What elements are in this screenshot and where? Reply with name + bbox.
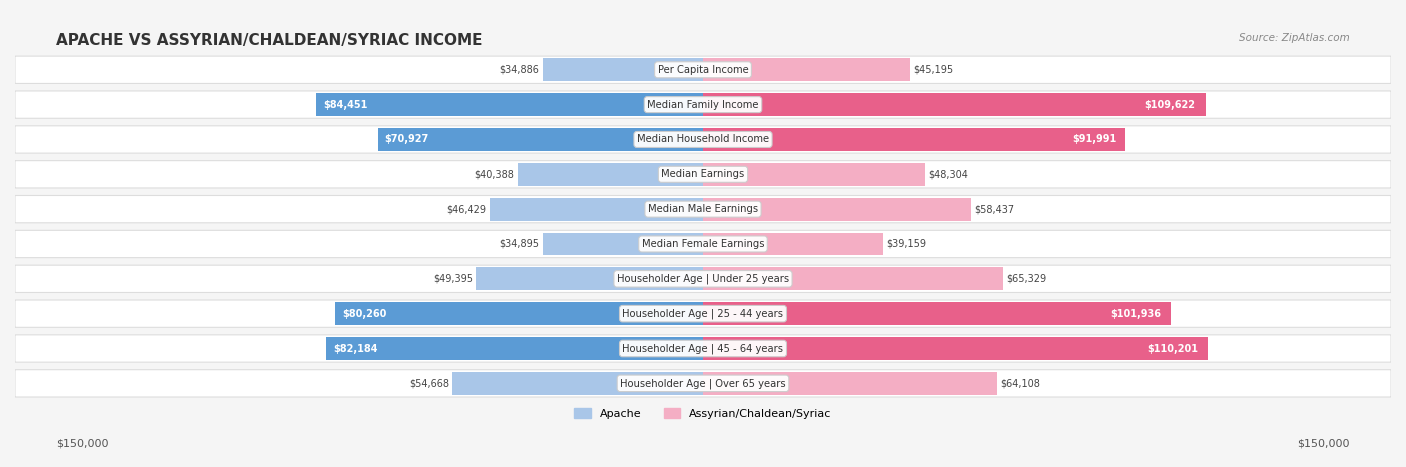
Text: $109,622: $109,622	[1144, 99, 1195, 110]
FancyBboxPatch shape	[703, 372, 997, 395]
FancyBboxPatch shape	[703, 198, 972, 220]
Text: $39,159: $39,159	[886, 239, 927, 249]
Text: Median Earnings: Median Earnings	[661, 170, 745, 179]
FancyBboxPatch shape	[326, 337, 703, 360]
Text: Median Male Earnings: Median Male Earnings	[648, 204, 758, 214]
Text: Per Capita Income: Per Capita Income	[658, 65, 748, 75]
Text: Median Household Income: Median Household Income	[637, 134, 769, 144]
FancyBboxPatch shape	[15, 335, 1391, 362]
FancyBboxPatch shape	[703, 93, 1206, 116]
Text: $91,991: $91,991	[1073, 134, 1116, 144]
FancyBboxPatch shape	[477, 268, 703, 290]
Legend: Apache, Assyrian/Chaldean/Syriac: Apache, Assyrian/Chaldean/Syriac	[569, 403, 837, 423]
FancyBboxPatch shape	[543, 58, 703, 81]
Text: $46,429: $46,429	[447, 204, 486, 214]
Text: $82,184: $82,184	[333, 344, 378, 354]
FancyBboxPatch shape	[543, 233, 703, 255]
Text: $150,000: $150,000	[1298, 439, 1350, 448]
Text: $54,668: $54,668	[409, 378, 449, 389]
Text: Householder Age | 25 - 44 years: Householder Age | 25 - 44 years	[623, 308, 783, 319]
Text: $70,927: $70,927	[384, 134, 429, 144]
FancyBboxPatch shape	[453, 372, 703, 395]
Text: Householder Age | Over 65 years: Householder Age | Over 65 years	[620, 378, 786, 389]
FancyBboxPatch shape	[15, 265, 1391, 292]
FancyBboxPatch shape	[703, 128, 1125, 151]
Text: $64,108: $64,108	[1001, 378, 1040, 389]
Text: Householder Age | 45 - 64 years: Householder Age | 45 - 64 years	[623, 343, 783, 354]
Text: $101,936: $101,936	[1111, 309, 1161, 318]
FancyBboxPatch shape	[15, 300, 1391, 327]
Text: $48,304: $48,304	[928, 170, 967, 179]
FancyBboxPatch shape	[15, 56, 1391, 84]
FancyBboxPatch shape	[15, 370, 1391, 397]
FancyBboxPatch shape	[517, 163, 703, 186]
FancyBboxPatch shape	[703, 337, 1208, 360]
Text: $150,000: $150,000	[56, 439, 108, 448]
FancyBboxPatch shape	[316, 93, 703, 116]
FancyBboxPatch shape	[15, 91, 1391, 118]
FancyBboxPatch shape	[703, 268, 1002, 290]
FancyBboxPatch shape	[15, 161, 1391, 188]
FancyBboxPatch shape	[491, 198, 703, 220]
Text: Source: ZipAtlas.com: Source: ZipAtlas.com	[1239, 33, 1350, 42]
Text: $45,195: $45,195	[914, 65, 953, 75]
Text: $34,886: $34,886	[499, 65, 540, 75]
Text: $84,451: $84,451	[323, 99, 368, 110]
Text: $40,388: $40,388	[474, 170, 515, 179]
Text: Median Family Income: Median Family Income	[647, 99, 759, 110]
Text: $49,395: $49,395	[433, 274, 472, 284]
FancyBboxPatch shape	[378, 128, 703, 151]
Text: Median Female Earnings: Median Female Earnings	[641, 239, 765, 249]
Text: APACHE VS ASSYRIAN/CHALDEAN/SYRIAC INCOME: APACHE VS ASSYRIAN/CHALDEAN/SYRIAC INCOM…	[56, 33, 482, 48]
Text: $34,895: $34,895	[499, 239, 540, 249]
FancyBboxPatch shape	[15, 196, 1391, 223]
Text: $80,260: $80,260	[342, 309, 387, 318]
FancyBboxPatch shape	[703, 163, 925, 186]
Text: $58,437: $58,437	[974, 204, 1015, 214]
FancyBboxPatch shape	[703, 302, 1171, 325]
Text: $110,201: $110,201	[1147, 344, 1198, 354]
FancyBboxPatch shape	[15, 126, 1391, 153]
FancyBboxPatch shape	[703, 58, 910, 81]
FancyBboxPatch shape	[335, 302, 703, 325]
FancyBboxPatch shape	[703, 233, 883, 255]
FancyBboxPatch shape	[15, 230, 1391, 258]
Text: Householder Age | Under 25 years: Householder Age | Under 25 years	[617, 274, 789, 284]
Text: $65,329: $65,329	[1007, 274, 1046, 284]
